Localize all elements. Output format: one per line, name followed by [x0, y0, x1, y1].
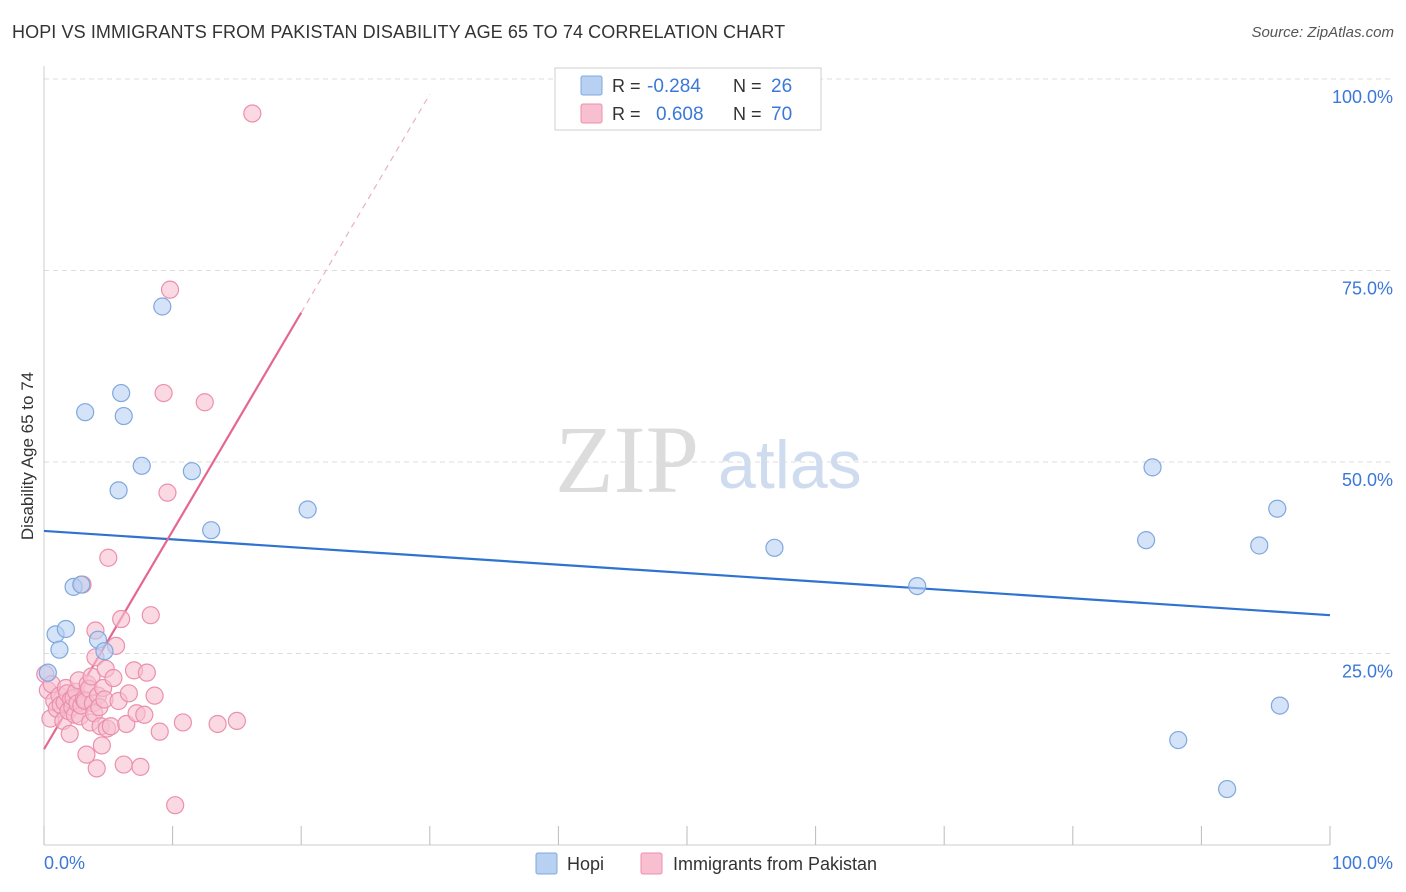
point-hopi-12: [132, 456, 151, 475]
point-pakistan-57: [141, 606, 160, 625]
x-tick-label-1: 100.0%: [1332, 853, 1393, 873]
bottom-legend-swatch-pakistan: [640, 852, 663, 875]
point-pakistan-43: [99, 548, 118, 567]
point-pakistan-59: [150, 722, 169, 741]
legend-box: R = -0.284 N = 26 R = 0.608 N = 70: [554, 67, 822, 131]
point-hopi-21: [1169, 730, 1188, 750]
legend-r-label-pakistan: R =: [612, 104, 641, 124]
bottom-legend: Hopi Immigrants from Pakistan: [535, 852, 877, 875]
point-hopi-22: [1218, 779, 1237, 799]
point-hopi-14: [182, 462, 201, 481]
bottom-legend-label-pakistan: Immigrants from Pakistan: [673, 854, 877, 874]
source-credit: Source: ZipAtlas.com: [1251, 24, 1394, 41]
axes: [43, 66, 1331, 846]
point-hopi-0: [38, 663, 57, 682]
point-hopi-19: [1137, 531, 1156, 550]
point-hopi-18: [908, 576, 927, 596]
point-hopi-5: [72, 575, 91, 594]
bottom-legend-label-hopi: Hopi: [567, 854, 604, 874]
point-pakistan-49: [114, 755, 133, 774]
point-pakistan-67: [227, 711, 246, 731]
point-pakistan-13: [60, 724, 79, 744]
point-pakistan-38: [92, 736, 111, 755]
grid: [44, 78, 1394, 654]
point-hopi-2: [50, 640, 69, 659]
legend-r-label-hopi: R =: [612, 76, 641, 96]
point-hopi-16: [298, 500, 317, 519]
legend-swatch-pakistan: [580, 103, 603, 124]
y-tick-label-1: 75.0%: [1342, 279, 1393, 299]
point-pakistan-51: [119, 684, 138, 703]
y-tick-labels: 100.0% 75.0% 50.0% 25.0%: [1332, 87, 1393, 682]
point-pakistan-56: [137, 663, 156, 682]
legend-n-value-hopi: 26: [771, 76, 792, 97]
point-hopi-6: [76, 403, 95, 422]
y-tick-label-0: 100.0%: [1332, 87, 1393, 107]
legend-n-value-pakistan: 70: [771, 104, 792, 125]
point-pakistan-63: [166, 796, 185, 815]
point-hopi-10: [112, 383, 131, 403]
y-tick-label-2: 50.0%: [1342, 470, 1393, 490]
point-hopi-11: [114, 406, 133, 426]
x-tick-label-0: 0.0%: [44, 853, 85, 873]
point-pakistan-61: [158, 483, 177, 502]
y-axis-label: Disability Age 65 to 74: [18, 372, 37, 540]
point-pakistan-62: [160, 280, 180, 299]
point-pakistan-64: [173, 713, 192, 732]
point-hopi-25: [1270, 696, 1289, 715]
point-pakistan-68: [243, 104, 262, 123]
trendline-pakistan-extension: [300, 94, 431, 313]
point-pakistan-30: [82, 667, 101, 686]
points: [36, 104, 1289, 815]
watermark-zip: ZIP: [555, 406, 699, 513]
chart-title: HOPI VS IMMIGRANTS FROM PAKISTAN DISABIL…: [12, 22, 786, 42]
point-pakistan-65: [195, 393, 214, 412]
point-pakistan-60: [154, 383, 173, 403]
legend-n-label-pakistan: N =: [733, 104, 762, 124]
point-hopi-13: [153, 297, 172, 316]
point-hopi-15: [202, 521, 221, 540]
point-hopi-20: [1143, 458, 1162, 477]
point-pakistan-44: [101, 717, 120, 736]
point-pakistan-26: [77, 745, 96, 764]
legend-r-value-pakistan: 0.608: [656, 104, 704, 125]
legend-n-label-hopi: N =: [733, 76, 762, 96]
legend-r-value-hopi: -0.284: [647, 76, 701, 97]
y-tick-label-3: 25.0%: [1342, 662, 1393, 682]
point-pakistan-45: [104, 668, 123, 688]
bottom-legend-swatch-hopi: [535, 852, 558, 875]
trendline-hopi: [43, 529, 1331, 617]
point-hopi-23: [1250, 536, 1269, 555]
legend-swatch-hopi: [580, 75, 603, 96]
watermark-atlas: atlas: [718, 427, 862, 503]
point-pakistan-34: [87, 759, 106, 778]
point-hopi-8: [95, 642, 114, 661]
point-hopi-24: [1268, 499, 1287, 518]
point-pakistan-66: [208, 714, 227, 734]
point-hopi-9: [109, 481, 128, 500]
point-hopi-17: [765, 538, 784, 557]
x-tick-labels: 0.0% 100.0%: [44, 853, 1393, 873]
point-pakistan-48: [112, 609, 131, 629]
point-pakistan-58: [145, 686, 164, 705]
point-pakistan-55: [135, 705, 154, 724]
point-hopi-3: [56, 619, 75, 639]
point-pakistan-54: [131, 757, 150, 776]
